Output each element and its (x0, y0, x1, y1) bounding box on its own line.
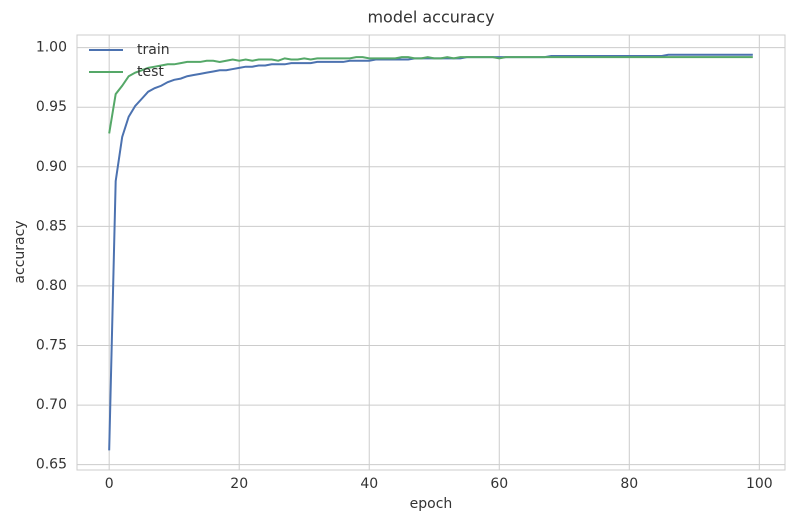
x-tick-label: 60 (490, 476, 508, 492)
x-tick-label: 100 (746, 476, 773, 492)
x-tick-label: 0 (105, 476, 114, 492)
line-series (108, 53, 753, 451)
x-tick-label: 20 (230, 476, 248, 492)
y-tick-label: 1.00 (36, 40, 67, 56)
legend-label: test (137, 64, 164, 80)
x-tick-label: 80 (620, 476, 638, 492)
y-tick-label: 0.95 (36, 99, 67, 115)
y-tick-label: 0.85 (36, 218, 67, 234)
x-tick-label: 40 (360, 476, 378, 492)
plot-frame (76, 34, 786, 471)
y-axis-label: accuracy (12, 220, 28, 283)
y-tick-label: 0.70 (36, 397, 67, 413)
y-tick-label: 0.75 (36, 337, 67, 353)
y-tick-label: 0.80 (36, 278, 67, 294)
y-tick-label: 0.90 (36, 159, 67, 175)
line-series (108, 56, 753, 134)
x-axis-label: epoch (410, 496, 453, 512)
legend-label: train (137, 42, 170, 58)
chart-title: model accuracy (367, 8, 494, 27)
y-tick-label: 0.65 (36, 457, 67, 473)
